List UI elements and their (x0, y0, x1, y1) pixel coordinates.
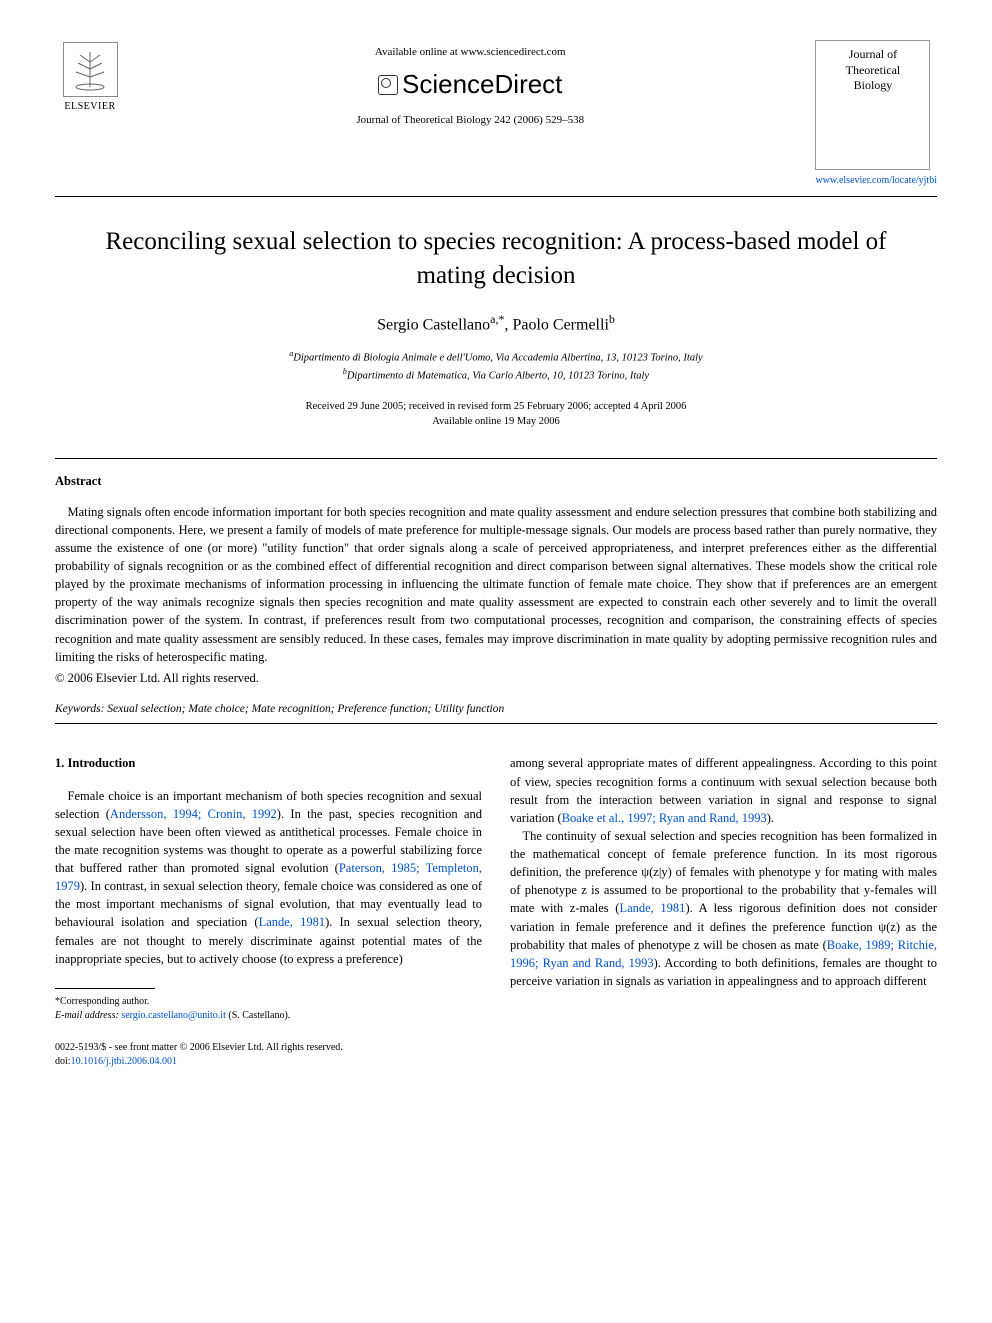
journal-cover-line3: Biology (854, 78, 893, 92)
affiliation-a: Dipartimento di Biologia Animale e dell'… (293, 353, 702, 364)
sciencedirect-label: ScienceDirect (402, 66, 562, 102)
footnote-divider (55, 988, 155, 989)
email-label: E-mail address: (55, 1010, 119, 1021)
article-title: Reconciling sexual selection to species … (55, 225, 937, 293)
center-header: Available online at www.sciencedirect.co… (125, 40, 815, 128)
doi-line: doi:10.1016/j.jtbi.2006.04.001 (55, 1055, 343, 1069)
publisher-name: ELSEVIER (64, 100, 115, 114)
affiliations: aDipartimento di Biologia Animale e dell… (55, 348, 937, 385)
intro-text-6: ). (767, 811, 774, 825)
ref-andersson-cronin[interactable]: Andersson, 1994; Cronin, 1992 (110, 807, 277, 821)
intro-para-2: The continuity of sexual selection and s… (510, 827, 937, 990)
article-dates: Received 29 June 2005; received in revis… (55, 399, 937, 431)
dates-line2: Available online 19 May 2006 (432, 416, 560, 427)
abstract-top-divider (55, 458, 937, 459)
journal-url[interactable]: www.elsevier.com/locate/yjtbi (815, 174, 937, 188)
email-name: (S. Castellano). (228, 1010, 290, 1021)
author-2-name: Paolo Cermelli (512, 316, 608, 333)
journal-cover-title: Journal of Theoretical Biology (822, 47, 923, 94)
column-left: 1. Introduction Female choice is an impo… (55, 754, 482, 1022)
elsevier-tree-icon (63, 42, 118, 97)
available-online-text: Available online at www.sciencedirect.co… (125, 45, 815, 60)
header-divider (55, 196, 937, 197)
ref-boake-ryan[interactable]: Boake et al., 1997; Ryan and Rand, 1993 (562, 811, 767, 825)
journal-cover: Journal of Theoretical Biology (815, 40, 930, 170)
sciencedirect-logo: ScienceDirect (378, 66, 562, 102)
journal-cover-line2: Theoretical (846, 63, 901, 77)
email-address[interactable]: sergio.castellano@unito.it (121, 1010, 226, 1021)
keywords-text: Sexual selection; Mate choice; Mate reco… (107, 703, 504, 715)
keywords-label: Keywords: (55, 703, 104, 715)
page-footer: 0022-5193/$ - see front matter © 2006 El… (55, 1041, 937, 1069)
abstract-bottom-divider (55, 723, 937, 724)
header-row: ELSEVIER Available online at www.science… (55, 40, 937, 188)
ref-lande-1981b[interactable]: Lande, 1981 (619, 901, 685, 915)
footer-left: 0022-5193/$ - see front matter © 2006 El… (55, 1041, 343, 1069)
abstract-text: Mating signals often encode information … (55, 503, 937, 666)
citation-line: Journal of Theoretical Biology 242 (2006… (125, 113, 815, 128)
doi-label: doi: (55, 1056, 71, 1067)
body-columns: 1. Introduction Female choice is an impo… (55, 754, 937, 1022)
keywords: Keywords: Sexual selection; Mate choice;… (55, 701, 937, 717)
journal-cover-block: Journal of Theoretical Biology www.elsev… (815, 40, 937, 188)
affiliation-b: Dipartimento di Matematica, Via Carlo Al… (347, 371, 649, 382)
journal-cover-line1: Journal of (849, 47, 897, 61)
column-right: among several appropriate mates of diffe… (510, 754, 937, 1022)
abstract-label: Abstract (55, 473, 937, 491)
intro-para-1: Female choice is an important mechanism … (55, 787, 482, 968)
dates-line1: Received 29 June 2005; received in revis… (306, 401, 687, 412)
author-1-corr: * (498, 312, 504, 326)
ref-lande-1981a[interactable]: Lande, 1981 (259, 915, 326, 929)
tree-icon (68, 47, 113, 92)
author-2-affil: b (609, 312, 615, 326)
doi-value[interactable]: 10.1016/j.jtbi.2006.04.001 (71, 1056, 177, 1067)
email-footnote: E-mail address: sergio.castellano@unito.… (55, 1009, 482, 1023)
elsevier-logo: ELSEVIER (55, 40, 125, 115)
author-1-name: Sergio Castellano (377, 316, 490, 333)
front-matter-text: 0022-5193/$ - see front matter © 2006 El… (55, 1041, 343, 1055)
copyright-text: © 2006 Elsevier Ltd. All rights reserved… (55, 670, 937, 688)
sciencedirect-icon (378, 75, 398, 95)
authors-line: Sergio Castellanoa,*, Paolo Cermellib (55, 311, 937, 337)
journal-cover-fill (822, 123, 923, 163)
section-1-heading: 1. Introduction (55, 754, 482, 772)
intro-para-1-cont: among several appropriate mates of diffe… (510, 754, 937, 827)
corresponding-author-note: *Corresponding author. (55, 995, 482, 1009)
